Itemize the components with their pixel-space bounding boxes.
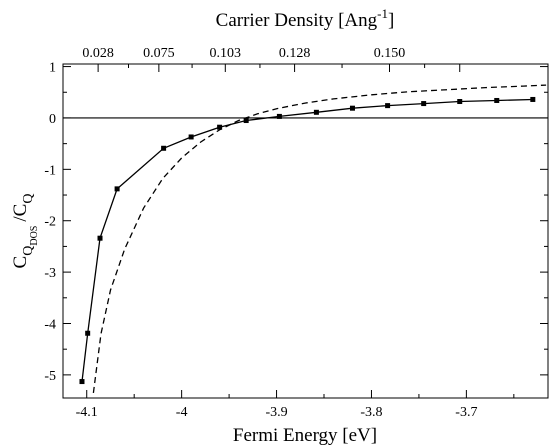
tick-label-group: -4.1 -4 -3.9 -3.8 -3.7 -5 -4 -3 -2 -1 0 1 0.028 0.075… bbox=[44, 46, 477, 420]
data-point-marker bbox=[457, 99, 463, 105]
data-point-marker bbox=[85, 330, 91, 336]
top-tick-label-2: 0.103 bbox=[210, 46, 242, 61]
data-point-marker bbox=[349, 105, 355, 111]
y-axis-title-q1: Q bbox=[21, 246, 36, 256]
data-point-marker bbox=[79, 379, 85, 385]
y-tick-label-2: -3 bbox=[44, 266, 56, 281]
data-point-marker bbox=[421, 101, 427, 107]
top-axis-title-main: Carrier Density [Ang bbox=[216, 10, 378, 31]
top-axis-title-end: ] bbox=[388, 10, 394, 31]
data-point-marker bbox=[114, 186, 120, 192]
top-axis-title: Carrier Density [Ang-1] bbox=[216, 6, 395, 31]
series-group bbox=[79, 84, 547, 393]
top-tick-label-4: 0.150 bbox=[374, 46, 406, 61]
data-point-marker bbox=[276, 113, 282, 119]
plot-frame bbox=[62, 63, 549, 399]
solid-series-line bbox=[81, 98, 533, 382]
data-point-marker bbox=[97, 235, 103, 241]
data-point-marker bbox=[530, 96, 536, 102]
top-tick-label-1: 0.075 bbox=[143, 46, 175, 61]
x-tick-label-1: -4 bbox=[176, 405, 188, 420]
y-tick-label-4: -1 bbox=[44, 163, 56, 178]
x-tick-label-0: -4.1 bbox=[76, 405, 98, 420]
top-tick-label-3: 0.128 bbox=[279, 46, 311, 61]
x-tick-label-2: -3.9 bbox=[265, 405, 287, 420]
y-tick-label-3: -2 bbox=[44, 215, 56, 230]
y-axis-title-q2: Q bbox=[21, 194, 36, 204]
data-point-marker bbox=[313, 109, 319, 115]
data-point-marker bbox=[217, 124, 223, 130]
dashed-series-line bbox=[92, 84, 547, 393]
y-axis-title: CQDOS/CQ bbox=[10, 194, 40, 269]
data-point-marker bbox=[385, 103, 391, 109]
y-tick-label-0: -5 bbox=[44, 369, 56, 384]
data-point-marker bbox=[161, 145, 167, 151]
y-tick-label-6: 1 bbox=[49, 61, 56, 76]
y-axis-title-dos: DOS bbox=[29, 226, 40, 246]
y-tick-label-5: 0 bbox=[49, 112, 56, 127]
y-tick-label-1: -4 bbox=[44, 317, 56, 332]
top-tick-label-0: 0.028 bbox=[82, 46, 114, 61]
y-axis-title-c2: C bbox=[10, 204, 31, 217]
data-point-marker bbox=[243, 118, 249, 124]
top-axis-title-sup: -1 bbox=[377, 6, 388, 21]
data-point-marker bbox=[494, 97, 500, 103]
x-axis-title: Fermi Energy [eV] bbox=[233, 425, 377, 446]
data-point-marker bbox=[188, 134, 194, 140]
x-tick-label-3: -3.8 bbox=[360, 405, 382, 420]
tick-group bbox=[63, 64, 548, 398]
y-axis-title-sep: / bbox=[10, 216, 31, 222]
y-axis-title-c1: C bbox=[10, 256, 31, 269]
x-tick-label-4: -3.7 bbox=[455, 405, 477, 420]
